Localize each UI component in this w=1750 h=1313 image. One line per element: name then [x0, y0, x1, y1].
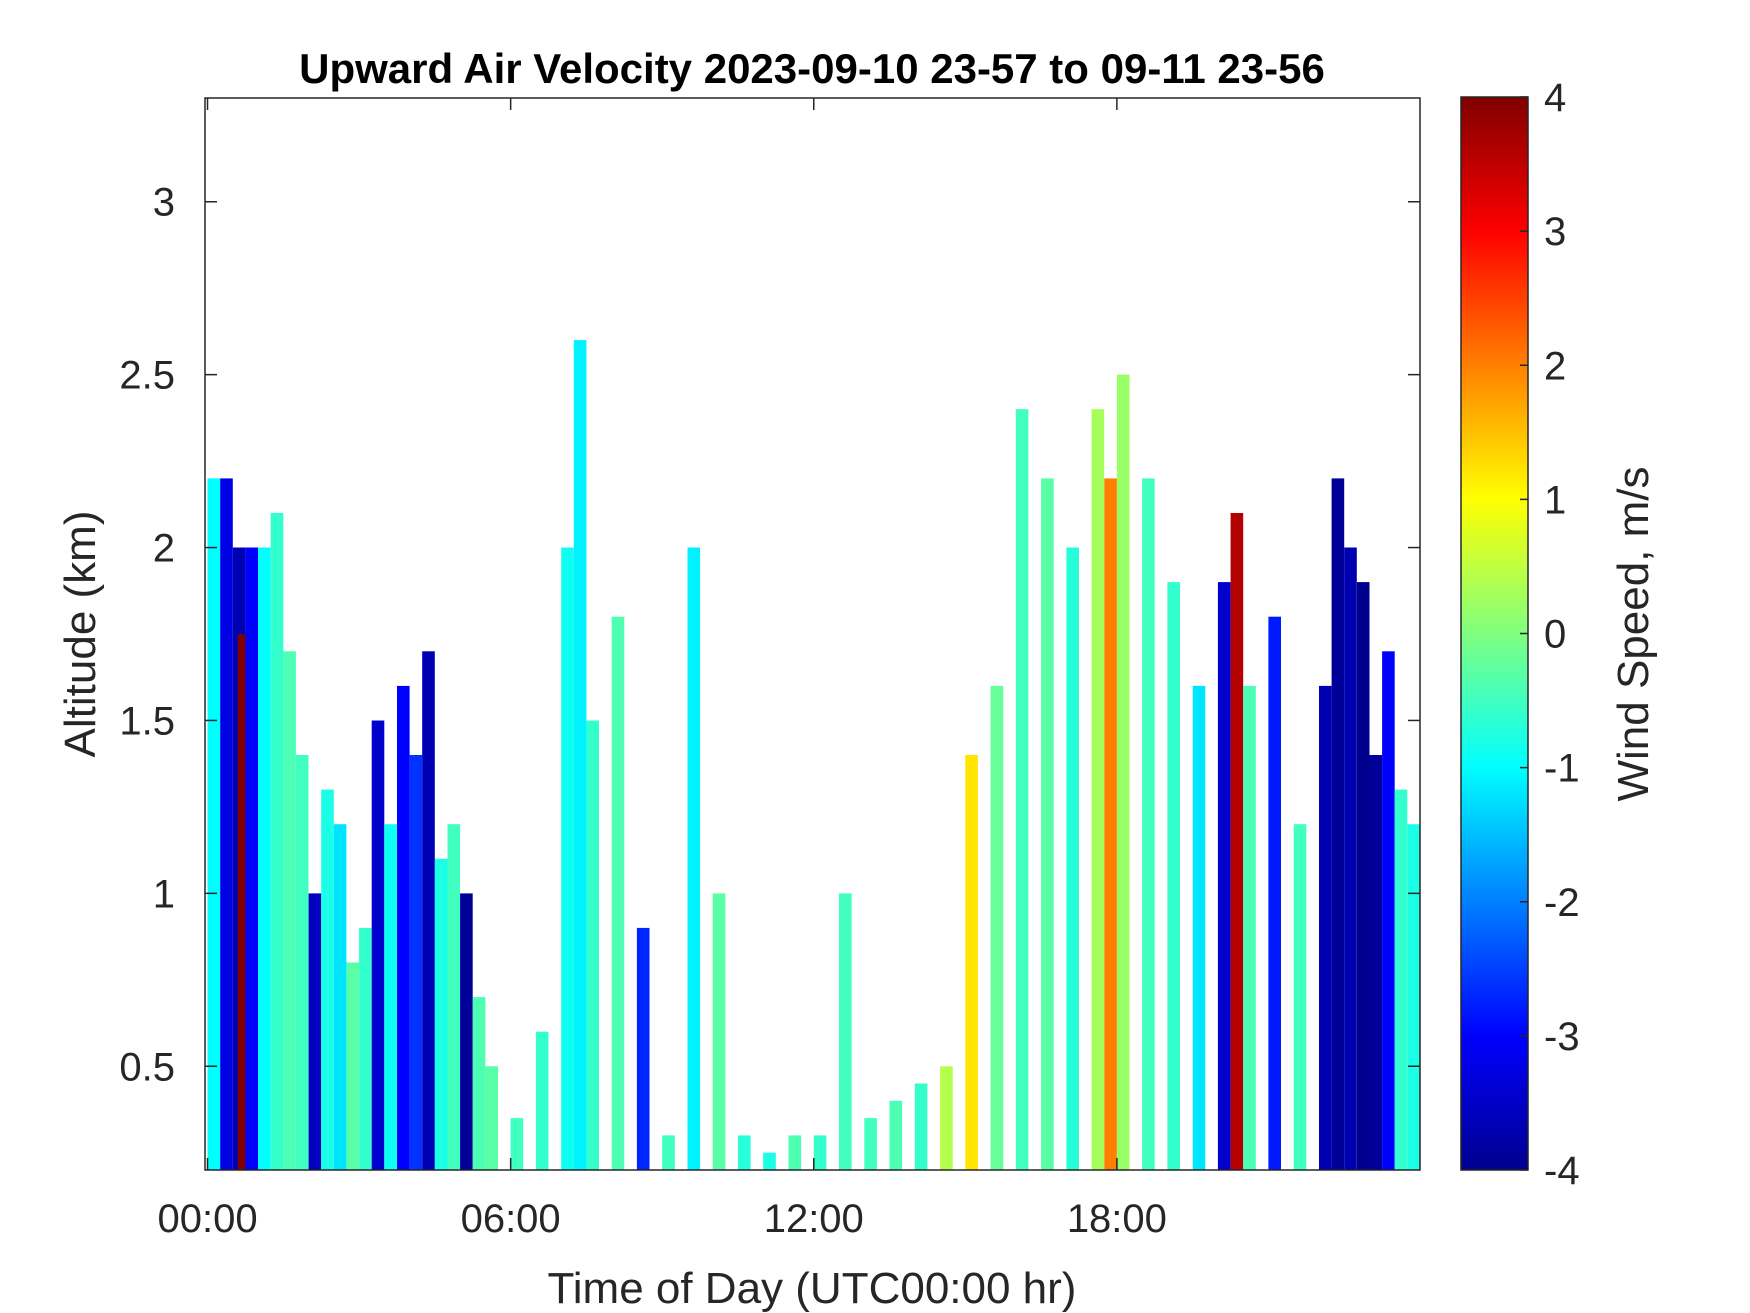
heatmap-column [409, 755, 423, 1170]
heatmap-column [535, 1031, 549, 1170]
heatmap-column [712, 893, 726, 1170]
heatmap-column [397, 685, 410, 1170]
heatmap-column [1116, 374, 1130, 1170]
y-tick-label: 3 [153, 181, 175, 225]
heatmap-column [813, 1135, 827, 1170]
heatmap-column [1382, 651, 1395, 1170]
plot-frame [204, 97, 1421, 1171]
heatmap-column [485, 1066, 498, 1170]
heatmap-column [422, 651, 435, 1170]
heatmap-column [864, 1118, 877, 1170]
colorbar-label: Wind Speed, m/s [1609, 466, 1658, 801]
heatmap-column [460, 893, 473, 1170]
heatmap-column [1319, 685, 1332, 1170]
heatmap-column [283, 651, 296, 1170]
y-tick-label: 2.5 [119, 354, 175, 398]
colorbar-tick-label: -1 [1544, 747, 1580, 791]
heatmap-column [1268, 616, 1281, 1170]
heatmap-column [270, 513, 284, 1170]
heatmap-column [510, 1118, 524, 1170]
heatmap-column [384, 824, 397, 1170]
heatmap-column [295, 755, 309, 1170]
heatmap-column [965, 755, 978, 1170]
heatmap-column [258, 547, 271, 1170]
heatmap-cells [207, 340, 1420, 1170]
heatmap-column [472, 997, 486, 1170]
heatmap-column [1394, 789, 1408, 1170]
heatmap-column [359, 927, 372, 1170]
heatmap-column [1217, 582, 1231, 1170]
heatmap-column [687, 547, 701, 1170]
heatmap-column [447, 824, 461, 1170]
heatmap-column [1041, 478, 1054, 1170]
heatmap-column [207, 478, 221, 1170]
heatmap-column [1331, 478, 1345, 1170]
heatmap-column [1369, 755, 1383, 1170]
heatmap-column [1066, 547, 1079, 1170]
x-axis-label: Time of Day (UTC00:00 hr) [548, 1264, 1077, 1313]
heatmap-column [1091, 409, 1105, 1170]
y-axis-ticks: 0.5 1 1.5 2 2.5 3 [119, 181, 1420, 1089]
colorbar-tick-label: -2 [1544, 881, 1580, 925]
heatmap-column [1142, 478, 1155, 1170]
colorbar-tick-label: 4 [1544, 76, 1566, 120]
heatmap-column [839, 893, 852, 1170]
heatmap-column [561, 547, 574, 1170]
heatmap-column [434, 858, 448, 1170]
colorbar-ticks: 4 3 2 1 0 -1 -2 -3 -4 [1520, 76, 1580, 1193]
heatmap-column [586, 720, 599, 1170]
heatmap-column [889, 1100, 903, 1170]
heatmap-column [611, 616, 625, 1170]
heatmap-column [220, 478, 233, 1170]
chart-title: Upward Air Velocity 2023-09-10 23-57 to … [299, 45, 1325, 92]
x-axis-ticks: 00:00 06:00 12:00 18:00 [157, 98, 1167, 1241]
y-tick-label: 1 [153, 872, 175, 916]
x-tick-label: 18:00 [1067, 1197, 1167, 1241]
x-tick-label: 06:00 [461, 1197, 561, 1241]
y-tick-label: 0.5 [119, 1045, 175, 1089]
heatmap-column [636, 927, 650, 1170]
heatmap-column [1104, 478, 1117, 1170]
heatmap-column [1407, 824, 1420, 1170]
colorbar-tick-label: -3 [1544, 1015, 1580, 1059]
heatmap-column [333, 824, 347, 1170]
heatmap-column [940, 1066, 953, 1170]
y-tick-label: 1.5 [119, 699, 175, 743]
heatmap-column [914, 1083, 928, 1170]
heatmap-column [1015, 409, 1029, 1170]
heatmap-column [738, 1135, 751, 1170]
colorbar-tick-label: -4 [1544, 1149, 1580, 1193]
heatmap-column [321, 789, 334, 1170]
x-tick-label: 12:00 [764, 1197, 864, 1241]
heatmap-column [1230, 513, 1244, 1170]
colorbar-tick-label: 2 [1544, 344, 1566, 388]
y-axis-label: Altitude (km) [56, 511, 105, 758]
heatmap-column [990, 685, 1004, 1170]
colorbar-tick-label: 1 [1544, 478, 1566, 522]
heatmap-column [1344, 547, 1357, 1170]
heatmap-column [1167, 582, 1180, 1170]
colorbar-tick-label: 0 [1544, 613, 1566, 657]
heatmap-column [763, 1152, 776, 1170]
x-tick-label: 00:00 [157, 1197, 257, 1241]
heatmap-column [573, 340, 587, 1170]
heatmap-column [1293, 824, 1307, 1170]
heatmap-column [245, 547, 258, 1170]
heatmap-column [308, 893, 322, 1170]
colorbar [1460, 96, 1529, 1171]
y-tick-label: 2 [153, 527, 175, 571]
heatmap-column [662, 1135, 675, 1170]
colorbar-tick-label: 3 [1544, 210, 1566, 254]
heatmap-column [788, 1135, 802, 1170]
heatmap-column [1356, 582, 1370, 1170]
heatmap-column [1243, 685, 1256, 1170]
heatmap-column [346, 962, 360, 1170]
heatmap-column [1192, 685, 1206, 1170]
heatmap-column [371, 720, 385, 1170]
